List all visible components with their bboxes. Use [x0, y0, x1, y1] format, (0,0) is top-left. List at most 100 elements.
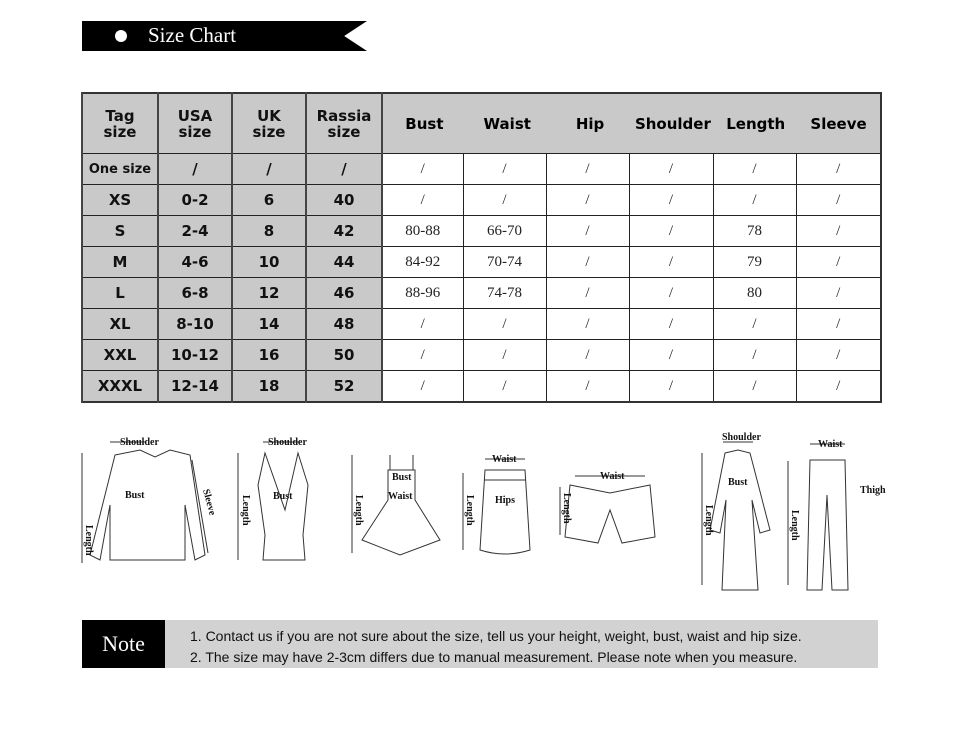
- measurement-illustrations: Shoulder Bust Length Sleeve Shoulder Bus…: [81, 432, 886, 591]
- cell-measure: /: [628, 277, 714, 309]
- cell-measure: /: [628, 308, 714, 340]
- cell-measure: /: [545, 370, 630, 403]
- shorts-illustration: Waist Length: [559, 471, 656, 544]
- column-header: Sleeve: [810, 114, 867, 133]
- cell-measure: /: [381, 370, 464, 403]
- svg-text:Bust: Bust: [273, 491, 293, 502]
- svg-text:Bust: Bust: [728, 477, 748, 488]
- cell-tag: M: [81, 246, 159, 278]
- cell-ru: 42: [305, 215, 383, 247]
- svg-text:Shoulder: Shoulder: [268, 437, 307, 448]
- cell-uk: 12: [231, 277, 307, 309]
- cell-usa: 8-10: [157, 308, 233, 340]
- blouse-illustration: Shoulder Bust Length Sleeve: [81, 437, 218, 563]
- cell-measure: 70-74: [462, 246, 547, 278]
- cell-measure: /: [795, 153, 882, 185]
- cell-measure: /: [628, 339, 714, 371]
- svg-text:Shoulder: Shoulder: [120, 437, 159, 448]
- svg-text:Shoulder: Shoulder: [722, 432, 761, 443]
- skirt-illustration: Waist Hips Length: [462, 454, 531, 555]
- cell-ru: 52: [305, 370, 383, 403]
- svg-text:Bust: Bust: [392, 472, 412, 483]
- note-line: 1. Contact us if you are not sure about …: [190, 628, 802, 644]
- svg-text:Length: Length: [789, 510, 800, 541]
- cell-usa: 12-14: [157, 370, 233, 403]
- cell-measure: /: [795, 215, 882, 247]
- cell-measure: 78: [712, 215, 797, 247]
- cell-usa: 4-6: [157, 246, 233, 278]
- cell-measure: /: [712, 339, 797, 371]
- cell-usa: 6-8: [157, 277, 233, 309]
- cell-ru: 40: [305, 184, 383, 216]
- page-title: Size Chart: [148, 23, 237, 47]
- cell-measure: /: [712, 370, 797, 403]
- svg-text:Thigh: Thigh: [860, 485, 886, 496]
- cell-usa: 10-12: [157, 339, 233, 371]
- cell-measure: 88-96: [381, 277, 464, 309]
- cell-measure: /: [462, 370, 547, 403]
- table-row: One size / / / / / / / / /: [81, 153, 882, 185]
- table-row: XXL 10-12 16 50// / / / /: [81, 339, 882, 371]
- cell-measure: /: [545, 246, 630, 278]
- size-chart-banner: Size Chart: [82, 21, 367, 51]
- column-header: USA size: [157, 92, 233, 154]
- cell-tag: XXL: [81, 339, 159, 371]
- cell-measure: /: [545, 153, 630, 185]
- svg-text:Waist: Waist: [818, 439, 843, 450]
- cell-uk: 14: [231, 308, 307, 340]
- cell-measure: /: [628, 370, 714, 403]
- coat-illustration: Shoulder Bust Length: [701, 432, 771, 591]
- cell-measure: /: [712, 184, 797, 216]
- column-header: Shoulder: [634, 114, 711, 133]
- column-header: Waist: [483, 114, 531, 133]
- cell-measure: 80: [712, 277, 797, 309]
- cell-measure: /: [628, 184, 714, 216]
- note-bar: Note 1. Contact us if you are not sure a…: [82, 620, 878, 668]
- cell-usa: 2-4: [157, 215, 233, 247]
- cell-measure: 74-78: [462, 277, 547, 309]
- cell-measure: 79: [712, 246, 797, 278]
- cell-uk: 16: [231, 339, 307, 371]
- svg-text:Length: Length: [703, 505, 714, 536]
- pants-illustration: Waist Thigh Length: [787, 439, 886, 591]
- cell-measure: /: [462, 308, 547, 340]
- cell-measure: /: [795, 339, 882, 371]
- cell-uk: 10: [231, 246, 307, 278]
- cell-uk: 8: [231, 215, 307, 247]
- svg-text:Length: Length: [353, 495, 364, 526]
- cell-uk: 18: [231, 370, 307, 403]
- svg-text:Length: Length: [240, 495, 251, 526]
- svg-text:Sleeve: Sleeve: [200, 488, 218, 517]
- cell-tag: XXXL: [81, 370, 159, 403]
- cell-measure: 66-70: [462, 215, 547, 247]
- cell-measure: /: [795, 184, 882, 216]
- table-row: XXXL 12-14 18 52// / / / /: [81, 370, 882, 403]
- svg-text:Waist: Waist: [492, 454, 517, 465]
- table-row: L 6-8 12 46 88-96 74-78//80/: [81, 277, 882, 309]
- column-header: Length: [726, 114, 786, 133]
- svg-text:Length: Length: [83, 525, 94, 556]
- table-row: XS 0-2 6 40// / / / /: [81, 184, 882, 216]
- column-header: Hip: [575, 114, 605, 133]
- cell-ru: 50: [305, 339, 383, 371]
- cell-ru: /: [305, 153, 383, 185]
- cell-measure: /: [462, 153, 547, 185]
- table-header-row: Tag size USA size UK size Rassia size Bust Waist H…: [81, 92, 882, 154]
- note-label: Note: [82, 620, 165, 668]
- table-row: XL 8-10 14 48// / / / /: [81, 308, 882, 340]
- cell-measure: 80-88: [381, 215, 464, 247]
- cell-uk: /: [231, 153, 307, 185]
- cell-measure: /: [545, 215, 630, 247]
- svg-text:Bust: Bust: [125, 490, 145, 501]
- cell-measure: 84-92: [381, 246, 464, 278]
- svg-text:Hips: Hips: [495, 495, 515, 506]
- table-row: M 4-6 10 44 84-92 70-74//79/: [81, 246, 882, 278]
- cell-measure: /: [795, 277, 882, 309]
- cell-measure: /: [462, 184, 547, 216]
- cell-tag: L: [81, 277, 159, 309]
- cell-usa: 0-2: [157, 184, 233, 216]
- size-table: Tag size USA size UK size Rassia size Bust Waist H…: [81, 92, 882, 403]
- cell-measure: /: [628, 246, 714, 278]
- cell-tag: XL: [81, 308, 159, 340]
- cell-ru: 48: [305, 308, 383, 340]
